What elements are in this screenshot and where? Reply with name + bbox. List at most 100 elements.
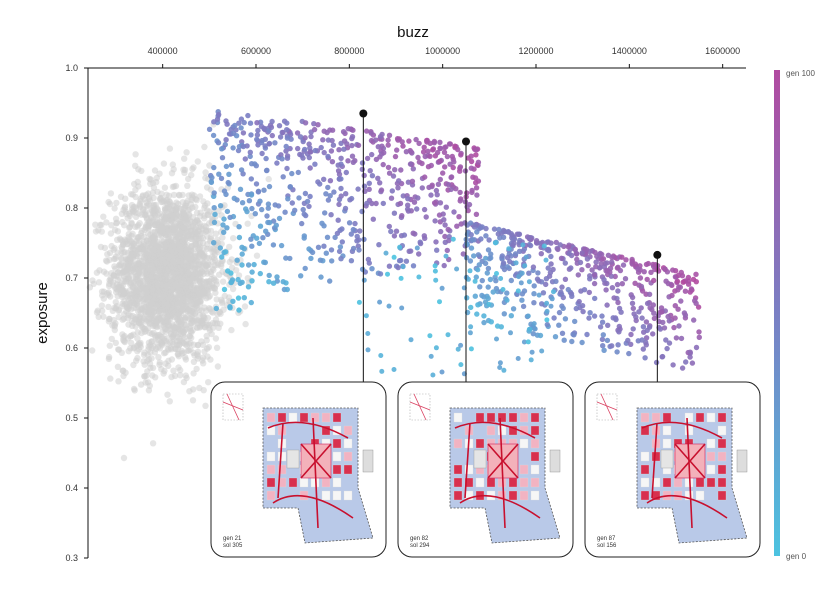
generation-point: [366, 186, 372, 192]
generation-point: [460, 251, 466, 257]
generation-point: [217, 245, 223, 251]
generation-point: [467, 258, 474, 264]
cloud-point: [191, 253, 199, 260]
cloud-point: [189, 194, 196, 201]
building-block: [706, 438, 716, 449]
generation-point: [473, 147, 480, 153]
y-tick-label: 1.0: [65, 63, 78, 73]
x-tick-label: 600000: [241, 46, 271, 56]
cloud-point: [200, 259, 208, 267]
generation-point: [235, 276, 241, 283]
cloud-point: [174, 234, 181, 241]
generation-point: [266, 141, 272, 147]
cloud-point: [162, 288, 169, 295]
cloud-point: [95, 279, 103, 286]
generation-point: [438, 228, 444, 235]
generation-point: [629, 300, 636, 306]
cloud-point: [110, 271, 117, 279]
cloud-point: [114, 363, 122, 370]
cloud-point: [188, 329, 195, 336]
grey-block: [362, 449, 374, 473]
cloud-point: [146, 222, 153, 230]
building-block: [530, 412, 540, 423]
cloud-point: [139, 243, 146, 250]
generation-point: [295, 145, 301, 152]
generation-point: [486, 301, 492, 307]
generation-point: [302, 190, 309, 197]
generation-point: [272, 140, 278, 146]
cloud-point: [112, 265, 119, 272]
generation-point: [628, 331, 634, 338]
generation-point: [523, 254, 529, 260]
cloud-point: [226, 243, 233, 251]
generation-point: [346, 220, 353, 226]
cloud-point: [179, 307, 186, 314]
colorbar: [774, 70, 780, 556]
generation-point: [280, 174, 286, 180]
cloud-point: [120, 338, 128, 345]
generation-point: [350, 226, 356, 233]
generation-point: [228, 279, 234, 286]
generation-point: [659, 309, 665, 315]
cloud-point: [125, 321, 132, 328]
cloud-point: [147, 231, 154, 238]
generation-point: [261, 187, 267, 193]
cloud-point: [202, 402, 209, 409]
generation-point: [259, 206, 265, 213]
generation-point: [683, 359, 689, 365]
cloud-point: [207, 356, 214, 363]
building-block: [662, 425, 672, 436]
cloud-point: [105, 355, 113, 363]
path-network: [641, 417, 728, 529]
cloud-point: [186, 388, 193, 395]
generation-point: [473, 274, 479, 280]
cloud-point: [138, 167, 145, 175]
cloud-point: [211, 285, 219, 292]
generation-point: [251, 261, 257, 268]
generation-point: [364, 200, 370, 207]
generation-point: [370, 216, 376, 222]
cloud-point: [207, 270, 215, 277]
generation-point: [693, 279, 699, 285]
cloud-point: [113, 220, 120, 227]
generation-point: [445, 181, 452, 188]
cloud-point: [167, 211, 175, 218]
cloud-point: [98, 288, 106, 295]
generation-point: [670, 267, 676, 273]
generation-point: [432, 218, 438, 224]
cloud-point: [180, 205, 188, 212]
generation-point: [386, 303, 392, 309]
building-block: [519, 412, 529, 423]
cloud-point: [177, 327, 184, 334]
generation-point: [241, 295, 247, 301]
generation-point: [252, 211, 258, 217]
cloud-point: [89, 277, 96, 284]
cloud-point: [132, 270, 140, 278]
generation-point: [604, 302, 610, 308]
generation-point: [246, 198, 253, 204]
generation-point: [433, 239, 439, 245]
cloud-point: [187, 346, 194, 353]
cloud-point: [165, 278, 172, 286]
generation-point: [678, 335, 685, 342]
cloud-point: [148, 338, 155, 345]
building-block: [519, 477, 529, 488]
generation-point: [234, 257, 240, 263]
cloud-point: [134, 335, 141, 342]
y-tick-label: 0.5: [65, 413, 78, 423]
generation-point: [601, 277, 607, 283]
cloud-point: [148, 214, 155, 222]
generation-point: [632, 261, 639, 267]
cloud-point: [165, 357, 172, 364]
cloud-point: [177, 366, 184, 374]
generation-point: [696, 329, 702, 335]
cloud-point: [184, 182, 191, 189]
generation-point: [209, 174, 215, 181]
generation-point: [235, 295, 242, 301]
generation-point: [266, 272, 272, 279]
generation-point: [548, 253, 554, 260]
cloud-point: [189, 317, 196, 324]
generation-point: [380, 200, 386, 207]
cloud-point: [119, 303, 126, 310]
generation-point: [446, 237, 452, 244]
